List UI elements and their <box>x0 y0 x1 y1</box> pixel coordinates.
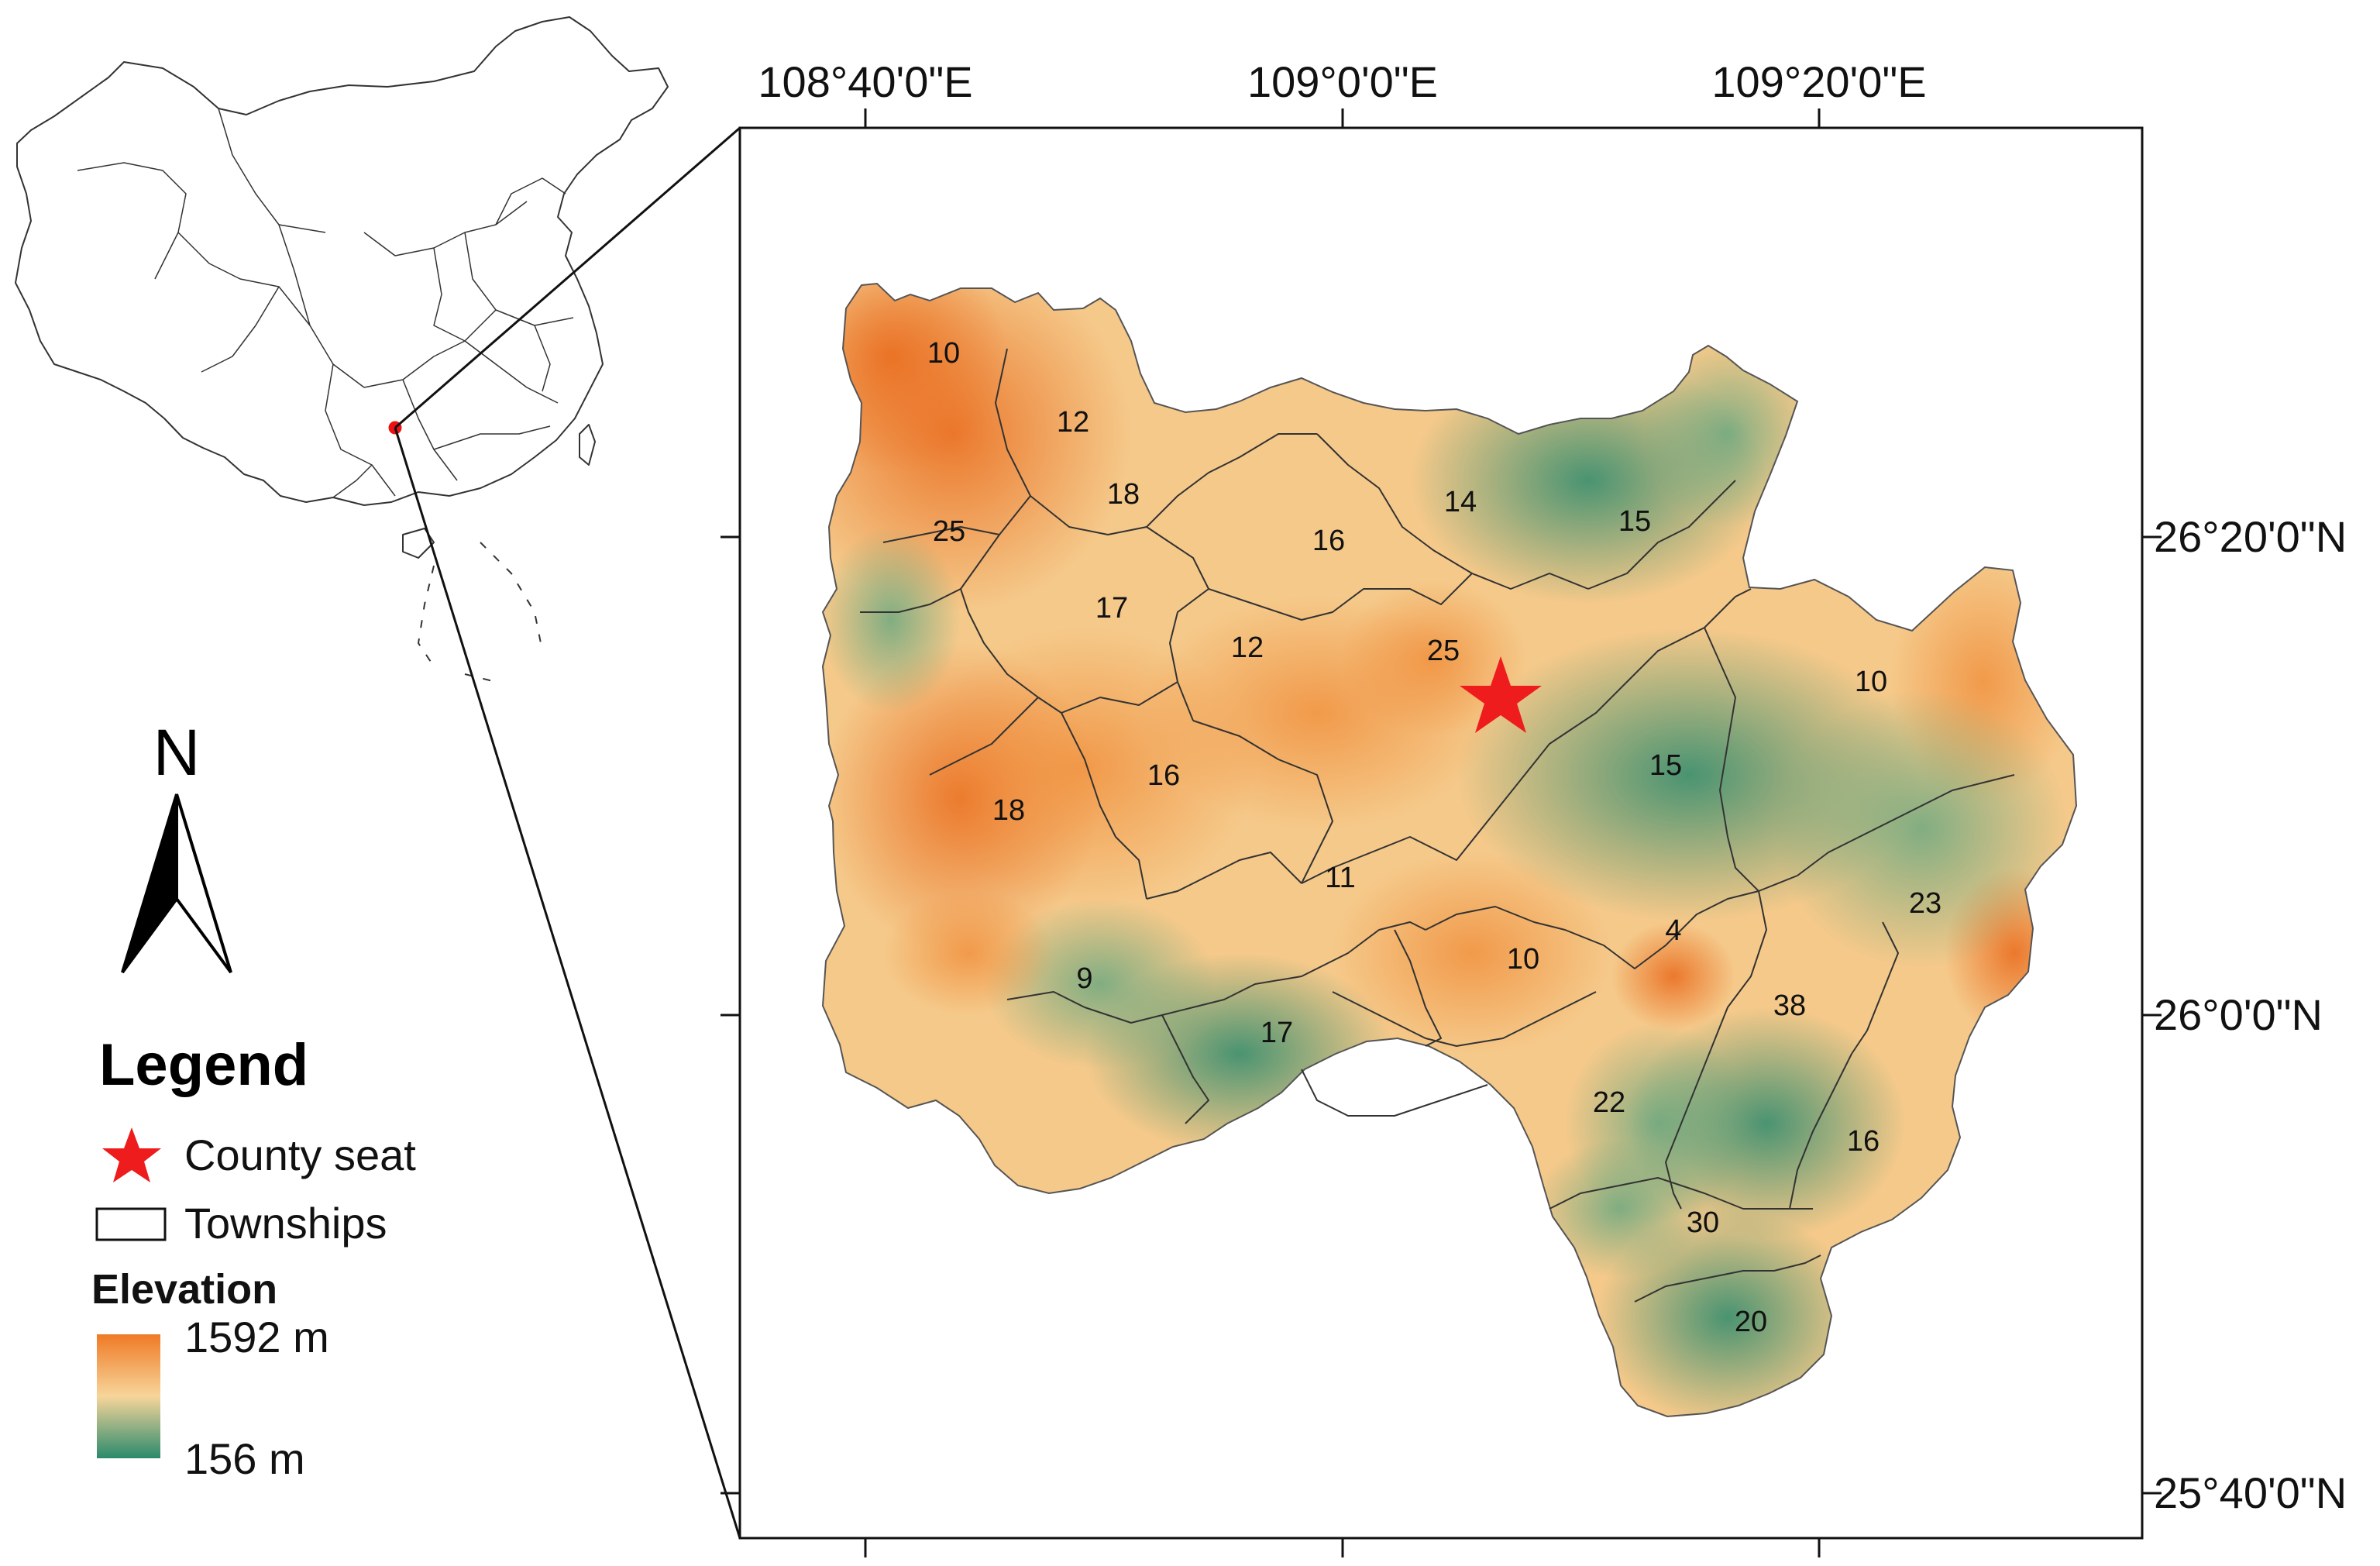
legend-townships-label: Townships <box>184 1199 387 1248</box>
township-label: 11 <box>1325 862 1355 894</box>
legend-county-seat-label: County seat <box>184 1131 416 1179</box>
township-label: 17 <box>1261 1017 1293 1049</box>
township-label: 23 <box>1909 887 1941 920</box>
north-arrow-icon <box>121 793 232 974</box>
township-label: 16 <box>1312 525 1345 557</box>
township-label: 17 <box>1095 592 1128 625</box>
china-inset-map <box>15 16 669 683</box>
latitude-label-26-20: 26°20'0"N <box>2154 512 2347 561</box>
township-labels: 10 12 18 25 17 16 14 15 12 25 10 15 18 1… <box>927 337 1941 1338</box>
county-seat-legend-icon <box>102 1127 161 1182</box>
township-label: 9 <box>1076 962 1092 995</box>
township-label: 16 <box>1847 1125 1880 1158</box>
township-label: 15 <box>1649 749 1682 782</box>
connector-line-bottom <box>394 427 741 1539</box>
township-label: 25 <box>1427 635 1460 667</box>
graticule-ticks <box>721 108 2162 1557</box>
township-label: 18 <box>1107 478 1140 511</box>
township-label: 10 <box>1507 943 1539 976</box>
latitude-label-25-40: 25°40'0"N <box>2154 1468 2347 1517</box>
township-label: 22 <box>1593 1086 1625 1119</box>
legend-elevation-min: 156 m <box>184 1434 305 1483</box>
legend: Legend County seat Townships Elevation 1… <box>91 1032 416 1483</box>
hainan-outline <box>402 528 435 559</box>
province-borders <box>77 108 574 498</box>
legend-elevation-title: Elevation <box>91 1266 277 1313</box>
longitude-label-108-40: 108°40'0"E <box>758 57 972 106</box>
township-label: 38 <box>1773 990 1806 1022</box>
township-boundaries <box>860 348 2015 1303</box>
township-label: 25 <box>933 515 965 548</box>
longitude-label-109-00: 109°0'0"E <box>1247 57 1438 106</box>
township-label: 18 <box>992 794 1025 827</box>
legend-elevation-max: 1592 m <box>184 1313 329 1361</box>
south-china-sea-dashes <box>418 542 543 683</box>
taiwan-outline <box>579 424 596 466</box>
longitude-label-109-20: 109°20'0"E <box>1711 57 1926 106</box>
connector-line-top <box>394 126 741 429</box>
township-label: 14 <box>1444 486 1477 518</box>
township-label: 30 <box>1687 1206 1719 1239</box>
county-seat-star <box>1460 656 1542 733</box>
elevation-color-ramp <box>97 1334 160 1458</box>
townships-legend-swatch <box>95 1207 167 1241</box>
china-outline <box>15 16 669 506</box>
township-label: 12 <box>1231 632 1264 664</box>
township-label: 16 <box>1147 759 1180 792</box>
latitude-label-26-00: 26°0'0"N <box>2154 990 2323 1039</box>
legend-title: Legend <box>99 1032 308 1098</box>
township-label: 10 <box>927 337 960 370</box>
north-arrow-label: N <box>153 716 201 789</box>
township-label: 20 <box>1735 1306 1767 1338</box>
township-label: 12 <box>1057 406 1089 439</box>
township-label: 15 <box>1618 505 1651 538</box>
township-label: 4 <box>1665 914 1681 947</box>
township-label: 10 <box>1855 666 1887 698</box>
